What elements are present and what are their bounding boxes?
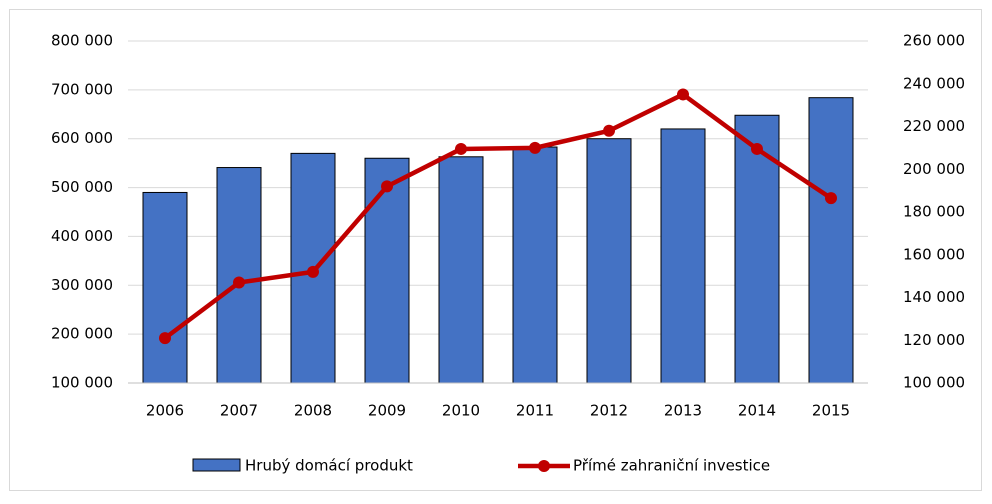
legend-label: Přímé zahraniční investice	[573, 457, 770, 475]
line-marker	[677, 88, 689, 101]
y2-tick-label: 140 000	[903, 288, 965, 306]
x-tick-label: 2011	[516, 402, 554, 420]
y-tick-label: 800 000	[51, 32, 113, 50]
x-tick-label: 2010	[442, 402, 480, 420]
line-marker	[529, 141, 541, 154]
y2-tick-label: 160 000	[903, 245, 965, 263]
line-marker	[455, 142, 467, 155]
y-tick-label: 100 000	[51, 374, 113, 392]
line-marker	[603, 124, 615, 137]
y2-tick-label: 260 000	[903, 32, 965, 50]
legend-label: Hrubý domácí produkt	[245, 457, 413, 475]
bar	[364, 157, 410, 384]
y2-tick-label: 100 000	[903, 374, 965, 392]
line-marker	[159, 332, 171, 345]
bar	[142, 191, 188, 384]
y-tick-label: 500 000	[51, 178, 113, 196]
legend-swatch	[192, 458, 241, 472]
y-tick-label: 600 000	[51, 129, 113, 147]
bar	[586, 138, 632, 384]
y-tick-label: 700 000	[51, 80, 113, 98]
y2-tick-label: 220 000	[903, 117, 965, 135]
x-tick-label: 2009	[368, 402, 406, 420]
line	[163, 92, 833, 340]
x-tick-label: 2007	[220, 402, 258, 420]
x-tick-label: 2012	[590, 402, 628, 420]
bar	[512, 146, 558, 384]
x-tick-label: 2006	[146, 402, 184, 420]
y-tick-label: 200 000	[51, 325, 113, 343]
bar	[438, 156, 484, 384]
line-marker	[751, 142, 763, 155]
y2-tick-label: 200 000	[903, 160, 965, 178]
x-tick-label: 2015	[812, 402, 850, 420]
line-marker	[381, 180, 393, 193]
bar	[216, 167, 262, 384]
y2-tick-label: 240 000	[903, 74, 965, 92]
x-tick-label: 2008	[294, 402, 332, 420]
legend-swatch	[538, 460, 550, 472]
bar	[660, 128, 706, 384]
y2-tick-label: 180 000	[903, 203, 965, 221]
y2-tick-label: 120 000	[903, 331, 965, 349]
bar	[734, 114, 780, 384]
bar	[808, 97, 854, 384]
line-marker	[307, 265, 319, 278]
y-tick-label: 300 000	[51, 276, 113, 294]
line-marker	[233, 276, 245, 289]
line-marker	[825, 192, 837, 205]
x-tick-label: 2013	[664, 402, 702, 420]
x-tick-label: 2014	[738, 402, 776, 420]
y-tick-label: 400 000	[51, 227, 113, 245]
